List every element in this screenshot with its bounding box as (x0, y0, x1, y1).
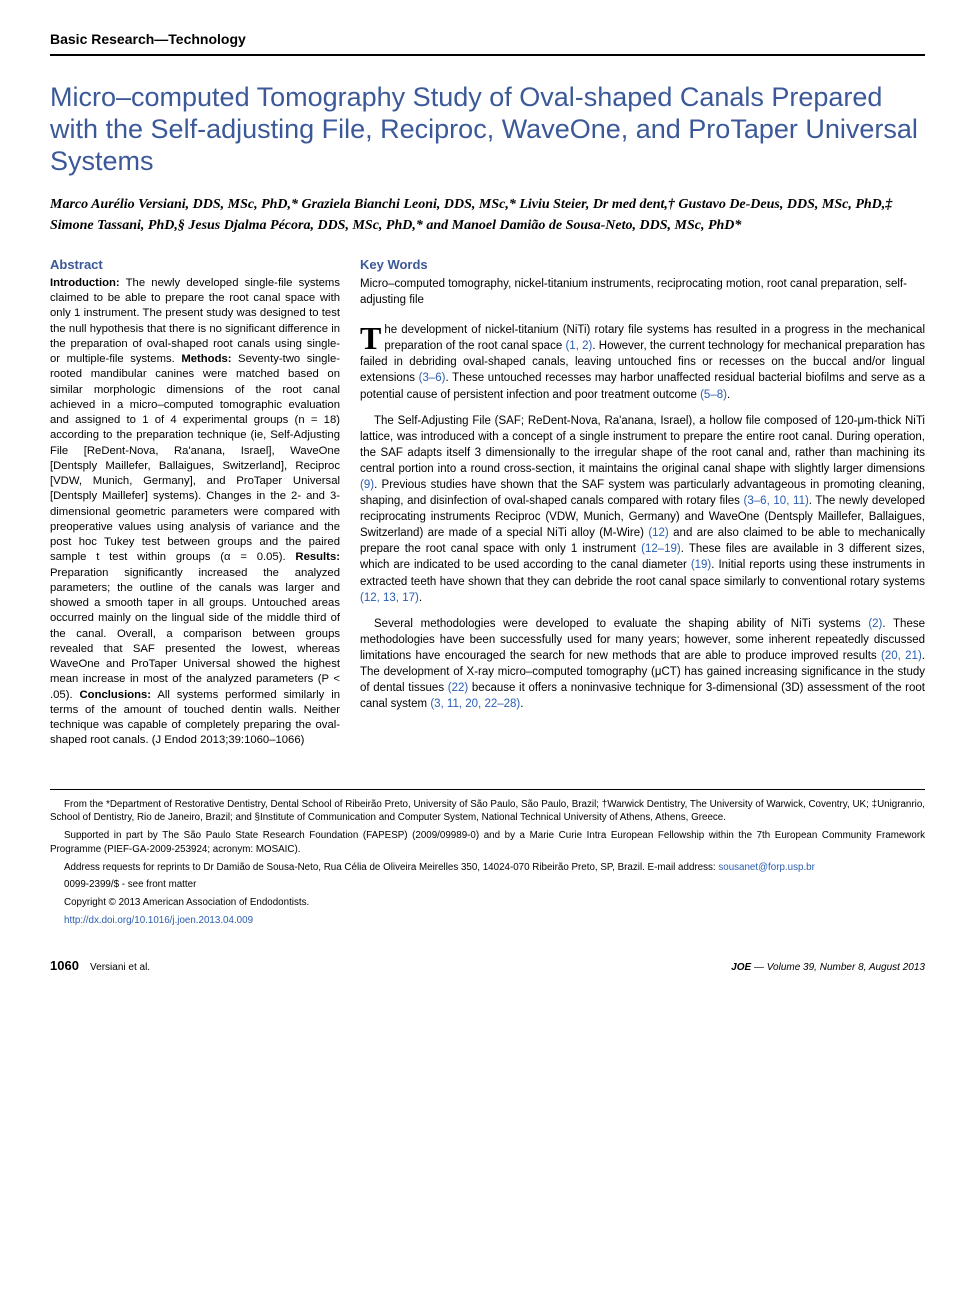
abstract-conclusions-label: Conclusions: (80, 689, 152, 701)
copyright: Copyright © 2013 American Association of… (50, 896, 925, 910)
journal-abbrev: JOE (731, 962, 751, 973)
article-title: Micro–computed Tomography Study of Oval-… (50, 81, 925, 178)
funding: Supported in part by The São Paulo State… (50, 829, 925, 856)
doi-link[interactable]: http://dx.doi.org/10.1016/j.joen.2013.04… (64, 915, 253, 926)
abstract-body: Introduction: The newly developed single… (50, 276, 340, 749)
footnotes: From the *Department of Restorative Dent… (50, 798, 925, 928)
body-paragraph-1: The development of nickel-titanium (NiTi… (360, 322, 925, 402)
affiliations: From the *Department of Restorative Dent… (50, 798, 925, 825)
abstract-methods-label: Methods: (181, 353, 231, 365)
abstract-results-text: Preparation significantly increased the … (50, 567, 340, 701)
body-paragraph-2: The Self-Adjusting File (SAF; ReDent-Nov… (360, 413, 925, 606)
abstract-intro-text: The newly developed single-file systems … (50, 277, 340, 365)
footer-left: 1060 Versiani et al. (50, 957, 150, 975)
correspondence: Address requests for reprints to Dr Dami… (50, 861, 925, 875)
abstract-column: Abstract Introduction: The newly develop… (50, 256, 340, 749)
footer-authors: Versiani et al. (90, 962, 150, 973)
author-list: Marco Aurélio Versiani, DDS, MSc, PhD,* … (50, 194, 925, 236)
two-column-layout: Abstract Introduction: The newly develop… (50, 256, 925, 749)
abstract-heading: Abstract (50, 256, 340, 274)
abstract-methods-text: Seventy-two single-rooted mandibular can… (50, 353, 340, 563)
abstract-intro-label: Introduction: (50, 277, 120, 289)
issn: 0099-2399/$ - see front matter (50, 878, 925, 892)
keywords-text: Micro–computed tomography, nickel-titani… (360, 276, 925, 308)
main-column: Key Words Micro–computed tomography, nic… (360, 256, 925, 749)
body-p1-text: he development of nickel-titanium (NiTi)… (360, 324, 925, 400)
keywords-heading: Key Words (360, 256, 925, 274)
body-paragraph-3: Several methodologies were developed to … (360, 616, 925, 713)
issue-info: — Volume 39, Number 8, August 2013 (751, 962, 925, 973)
section-header: Basic Research—Technology (50, 30, 925, 56)
page-number: 1060 (50, 958, 79, 973)
footnote-rule (50, 789, 925, 790)
address-text: Address requests for reprints to Dr Dami… (64, 862, 718, 873)
dropcap: T (360, 322, 384, 353)
footer-right: JOE — Volume 39, Number 8, August 2013 (731, 961, 925, 975)
abstract-results-label: Results: (295, 551, 340, 563)
page-footer: 1060 Versiani et al. JOE — Volume 39, Nu… (50, 957, 925, 975)
email-link[interactable]: sousanet@forp.usp.br (718, 862, 815, 873)
